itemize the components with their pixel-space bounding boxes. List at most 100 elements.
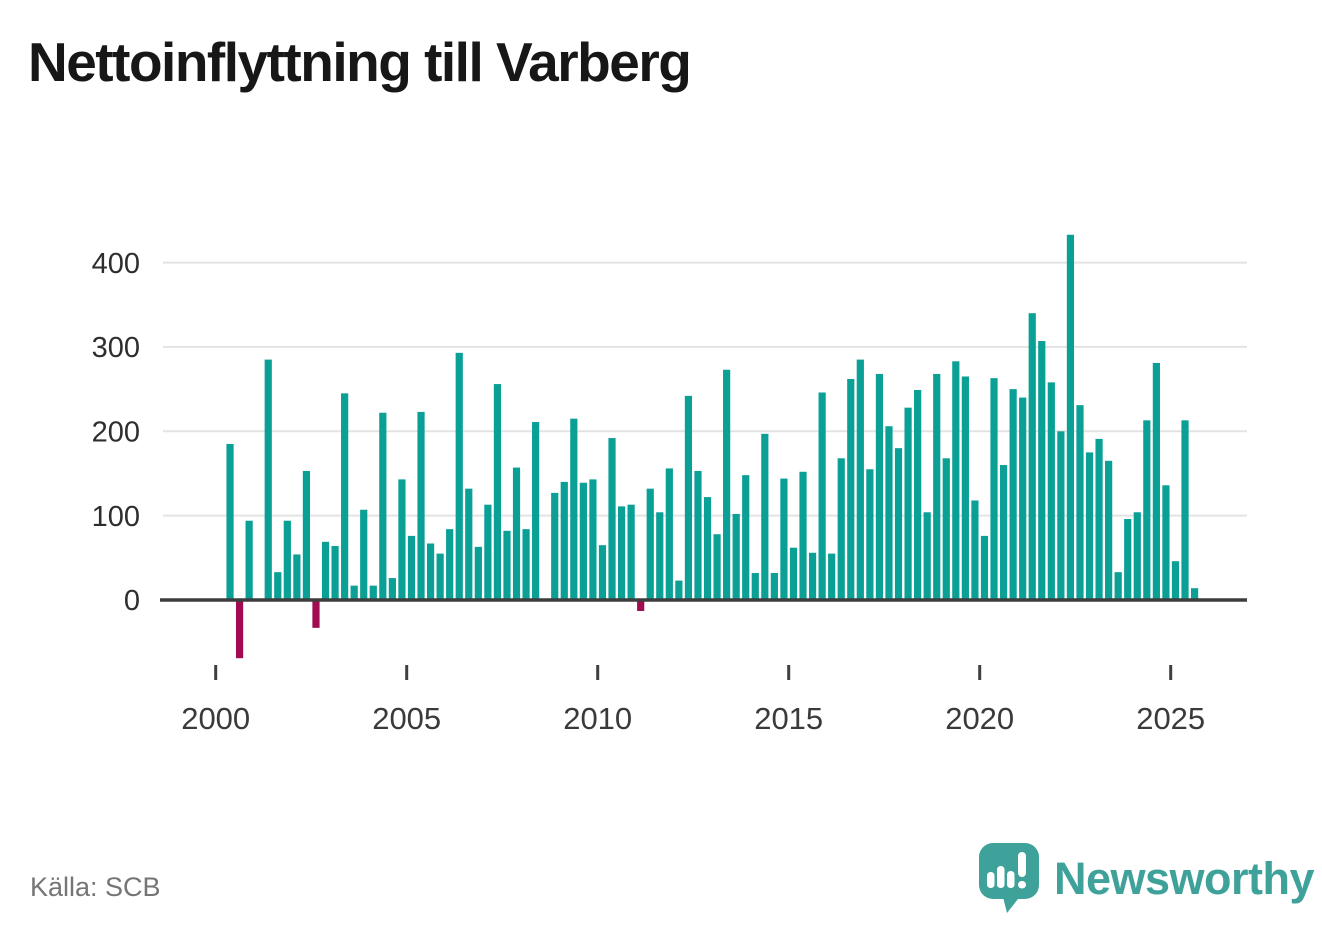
bar bbox=[512, 467, 521, 600]
bar bbox=[1171, 561, 1180, 600]
bar bbox=[579, 482, 587, 600]
bar bbox=[493, 384, 502, 600]
y-tick-label: 200 bbox=[92, 416, 140, 448]
bar bbox=[589, 479, 597, 600]
bar bbox=[942, 458, 950, 600]
bar bbox=[923, 512, 931, 600]
mini-bar-3 bbox=[1007, 871, 1015, 888]
x-tick-label: 2025 bbox=[1136, 701, 1205, 736]
x-tick-label: 2015 bbox=[754, 701, 823, 736]
bar bbox=[742, 475, 750, 600]
bar bbox=[847, 379, 855, 600]
bar bbox=[1133, 512, 1141, 600]
bar bbox=[894, 448, 903, 600]
bar bbox=[646, 488, 654, 600]
bar bbox=[426, 543, 435, 600]
bar bbox=[914, 389, 922, 600]
bar bbox=[904, 407, 912, 600]
bar bbox=[990, 378, 998, 600]
newsworthy-wordmark: Newsworthy bbox=[1054, 853, 1315, 904]
bar bbox=[875, 373, 884, 600]
bar bbox=[608, 438, 616, 600]
bar bbox=[1019, 397, 1027, 600]
bar bbox=[369, 585, 377, 600]
bar bbox=[961, 376, 969, 600]
bar bbox=[532, 422, 540, 600]
bar bbox=[560, 481, 568, 600]
bar bbox=[455, 352, 463, 600]
bar bbox=[856, 359, 864, 600]
bar bbox=[723, 369, 731, 600]
bar bbox=[570, 418, 578, 600]
bar bbox=[598, 545, 607, 600]
bar bbox=[341, 393, 349, 600]
bar bbox=[866, 469, 874, 600]
y-tick-label: 0 bbox=[124, 585, 140, 617]
bar bbox=[627, 504, 635, 600]
bar-negative bbox=[637, 600, 645, 611]
bar bbox=[465, 488, 473, 600]
x-tick-label: 2000 bbox=[181, 701, 250, 736]
bar bbox=[1124, 519, 1132, 600]
bar bbox=[837, 458, 845, 600]
bar bbox=[713, 534, 721, 600]
bar bbox=[474, 546, 482, 600]
bar bbox=[799, 471, 807, 600]
bar bbox=[1114, 572, 1122, 600]
bar bbox=[952, 361, 960, 600]
bar bbox=[703, 497, 712, 600]
bar bbox=[321, 541, 330, 600]
bar bbox=[551, 492, 559, 600]
bar bbox=[503, 530, 511, 600]
bar bbox=[293, 554, 301, 600]
bar bbox=[808, 552, 817, 600]
bar bbox=[360, 509, 368, 600]
bar bbox=[656, 512, 664, 600]
bar bbox=[302, 470, 311, 600]
bar bbox=[436, 553, 444, 600]
source-caption: Källa: SCB bbox=[30, 872, 161, 902]
bar bbox=[1143, 420, 1151, 600]
chart-title: Nettoinflyttning till Varberg bbox=[28, 31, 692, 93]
mini-bar-1 bbox=[987, 872, 995, 888]
bar bbox=[484, 504, 492, 600]
bar bbox=[379, 412, 387, 600]
bar bbox=[675, 580, 683, 600]
x-tick-label: 2020 bbox=[945, 701, 1014, 736]
bar bbox=[684, 395, 693, 600]
bar bbox=[264, 359, 272, 600]
y-tick-label: 300 bbox=[92, 332, 140, 364]
bar bbox=[1190, 588, 1199, 600]
bar bbox=[761, 433, 769, 600]
bar bbox=[1066, 234, 1075, 600]
bar bbox=[417, 411, 425, 600]
x-tick-label: 2010 bbox=[563, 701, 632, 736]
bar bbox=[226, 443, 234, 600]
bar bbox=[274, 572, 282, 600]
bar bbox=[1162, 485, 1170, 600]
bar bbox=[1105, 460, 1113, 600]
bar bbox=[398, 479, 406, 600]
bar bbox=[1047, 382, 1055, 600]
bar bbox=[522, 529, 530, 600]
bar bbox=[732, 513, 740, 600]
bar-negative bbox=[235, 600, 244, 659]
speech-bubble-bar-chart-icon bbox=[979, 843, 1039, 913]
bar bbox=[828, 553, 836, 600]
bar-negative bbox=[312, 600, 320, 628]
bar bbox=[751, 573, 759, 600]
bar bbox=[446, 529, 454, 600]
bar bbox=[1085, 452, 1094, 600]
mini-bar-2 bbox=[997, 866, 1005, 888]
bar bbox=[331, 546, 339, 600]
bar bbox=[665, 468, 673, 600]
bar bbox=[388, 578, 396, 600]
bar bbox=[980, 535, 989, 600]
exclamation-dot bbox=[1018, 881, 1026, 889]
bar bbox=[245, 520, 253, 600]
bar bbox=[780, 478, 788, 600]
y-tick-label: 400 bbox=[92, 248, 140, 280]
bar bbox=[1009, 389, 1017, 601]
bar bbox=[999, 465, 1008, 600]
